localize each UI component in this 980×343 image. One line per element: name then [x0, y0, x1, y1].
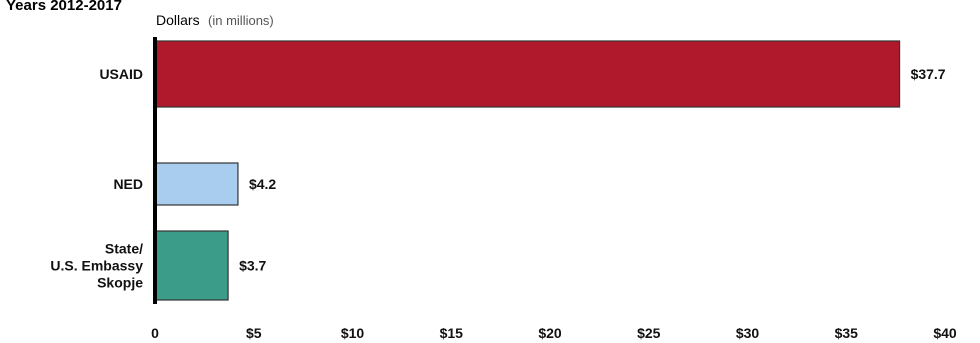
chart-title: Years 2012-2017 — [6, 0, 122, 14]
unit-label-main: Dollars — [156, 12, 200, 28]
x-tick-label-5: $25 — [637, 325, 661, 341]
data-label-1: $4.2 — [249, 176, 276, 192]
category-label-line: NED — [113, 176, 143, 192]
category-label-line: State/ — [105, 241, 143, 257]
category-label-line: U.S. Embassy — [50, 258, 143, 274]
x-tick-label-6: $30 — [736, 325, 760, 341]
x-tick-label-1: $5 — [246, 325, 262, 341]
unit-label: Dollars (in millions) — [156, 12, 274, 29]
bar-2 — [155, 231, 228, 300]
category-label-2: State/U.S. Embassy Skopje — [50, 241, 143, 291]
data-label-0: $37.7 — [911, 66, 946, 82]
data-label-2: $3.7 — [239, 258, 266, 274]
category-label-1: NED — [113, 176, 143, 192]
bar-1 — [155, 163, 238, 205]
bar-0 — [155, 41, 900, 107]
x-tick-label-7: $35 — [835, 325, 859, 341]
x-tick-label-2: $10 — [341, 325, 365, 341]
plot-area: $37.7 USAID $4.2 NED $3.7 State/U.S. Embassy S… — [50, 37, 957, 341]
x-tick-label-3: $15 — [440, 325, 464, 341]
category-label-line: Skopje — [97, 275, 143, 291]
category-label-line: USAID — [99, 66, 143, 82]
x-tick-label-4: $20 — [538, 325, 562, 341]
x-tick-label-8: $40 — [933, 325, 957, 341]
x-tick-label-0: 0 — [151, 325, 159, 341]
unit-label-note: (in millions) — [208, 13, 274, 28]
category-label-0: USAID — [99, 66, 143, 82]
